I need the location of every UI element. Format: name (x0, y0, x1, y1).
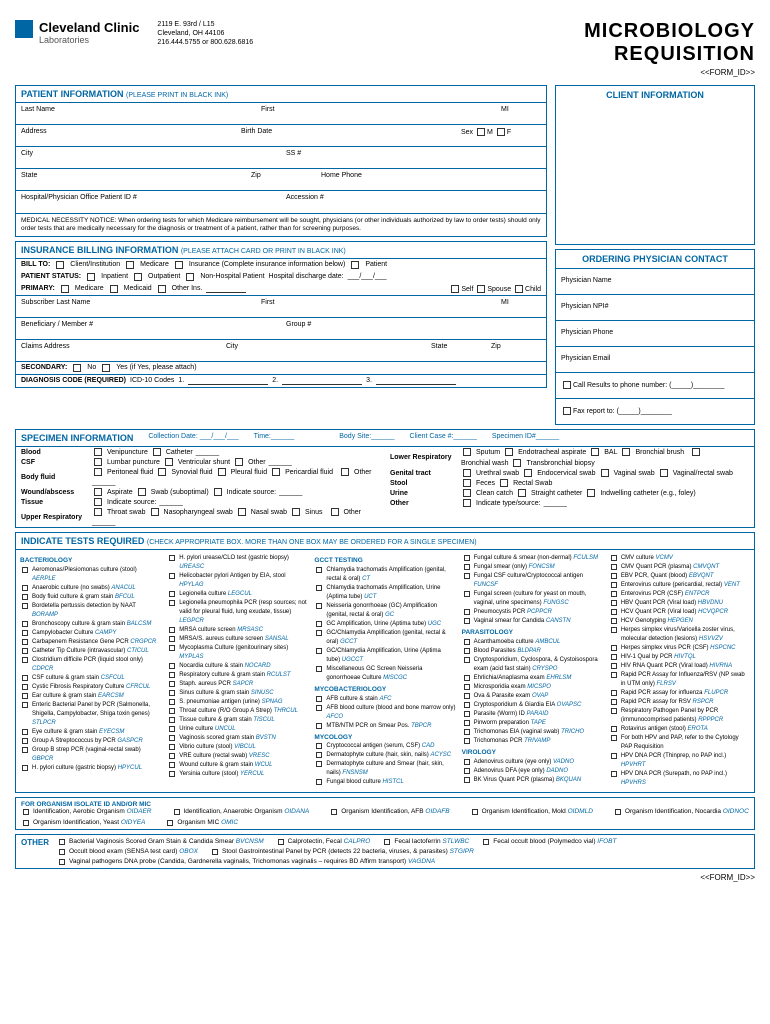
form-id-bottom: <<FORM_ID>> (15, 873, 755, 882)
client-info: CLIENT INFORMATION (555, 85, 755, 245)
org-sub: Laboratories (39, 35, 139, 45)
form-title: MICROBIOLOGY REQUISITION (584, 20, 755, 66)
medical-notice: MEDICAL NECESSITY NOTICE: When ordering … (15, 214, 547, 237)
logo-icon (15, 20, 33, 38)
organism-section: FOR ORGANISM ISOLATE ID AND/OR MIC Ident… (15, 797, 755, 830)
form-id-top: <<FORM_ID>> (584, 68, 755, 77)
tests-section: INDICATE TESTS REQUIRED (CHECK APPROPRIA… (15, 532, 755, 793)
logo-section: Cleveland Clinic Laboratories 2119 E. 93… (15, 20, 253, 47)
org-name: Cleveland Clinic (39, 20, 139, 35)
page-header: Cleveland Clinic Laboratories 2119 E. 93… (15, 20, 755, 77)
physician-contact: ORDERING PHYSICIAN CONTACT Physician Nam… (555, 249, 755, 425)
specimen-section: SPECIMEN INFORMATION Collection Date: __… (15, 429, 755, 528)
address-block: 2119 E. 93rd / L15 Cleveland, OH 44106 2… (157, 20, 253, 47)
patient-section: PATIENT INFORMATION (PLEASE PRINT IN BLA… (15, 85, 547, 214)
other-section: OTHER Bacterial Vaginosis Scored Gram St… (15, 834, 755, 869)
insurance-section: INSURANCE BILLING INFORMATION (PLEASE AT… (15, 241, 547, 388)
